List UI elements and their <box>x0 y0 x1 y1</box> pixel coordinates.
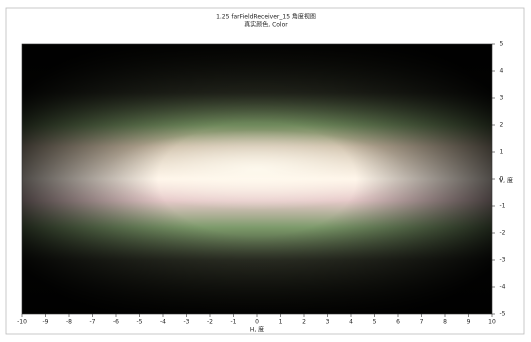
x-tick-label: 4 <box>349 319 353 326</box>
y-tick-label: -5 <box>500 311 506 318</box>
x-tick-label: 9 <box>467 319 471 326</box>
chart-title: 1.25 farFieldReceiver_15 角度视图 <box>216 13 316 21</box>
x-tick-label: -10 <box>17 319 27 326</box>
x-tick-label: 7 <box>420 319 424 326</box>
x-axis-label: H, 度 <box>250 326 264 334</box>
y-tick-label: 2 <box>500 122 504 129</box>
x-tick-label: -9 <box>43 319 49 326</box>
x-tick-label: 3 <box>326 319 330 326</box>
x-tick-label: 5 <box>373 319 377 326</box>
x-tick-label: 6 <box>396 319 400 326</box>
y-tick-label: 0 <box>500 176 504 183</box>
x-tick-label: 10 <box>488 319 496 326</box>
x-tick-label: -2 <box>207 319 213 326</box>
intensity-fade <box>22 44 492 314</box>
x-tick-label: -4 <box>160 319 166 326</box>
x-tick-label: 8 <box>443 319 447 326</box>
heatmap-image <box>22 44 492 314</box>
y-tick-label: 1 <box>500 149 504 156</box>
chart: 1.25 farFieldReceiver_15 角度视图 真实颜色, Colo… <box>0 0 531 342</box>
x-tick-label: -7 <box>90 319 96 326</box>
page: {"chart_data": {"type": "heatmap", "titl… <box>0 0 531 342</box>
chart-subtitle: 真实颜色, Color <box>244 21 288 29</box>
x-tick-label: -5 <box>137 319 143 326</box>
x-tick-label: 2 <box>302 319 306 326</box>
x-tick-label: 0 <box>255 319 259 326</box>
y-tick-label: -4 <box>500 284 506 291</box>
y-tick-label: 4 <box>500 68 504 75</box>
x-tick-label: -1 <box>231 319 237 326</box>
y-tick-label: 5 <box>500 41 504 48</box>
y-tick-label: -1 <box>500 203 506 210</box>
x-tick-label: 1 <box>279 319 283 326</box>
x-tick-label: -6 <box>113 319 119 326</box>
y-tick-label: -3 <box>500 257 506 264</box>
x-tick-label: -3 <box>184 319 190 326</box>
y-tick-label: -2 <box>500 230 506 237</box>
x-tick-label: -8 <box>66 319 72 326</box>
y-tick-label: 3 <box>500 95 504 102</box>
